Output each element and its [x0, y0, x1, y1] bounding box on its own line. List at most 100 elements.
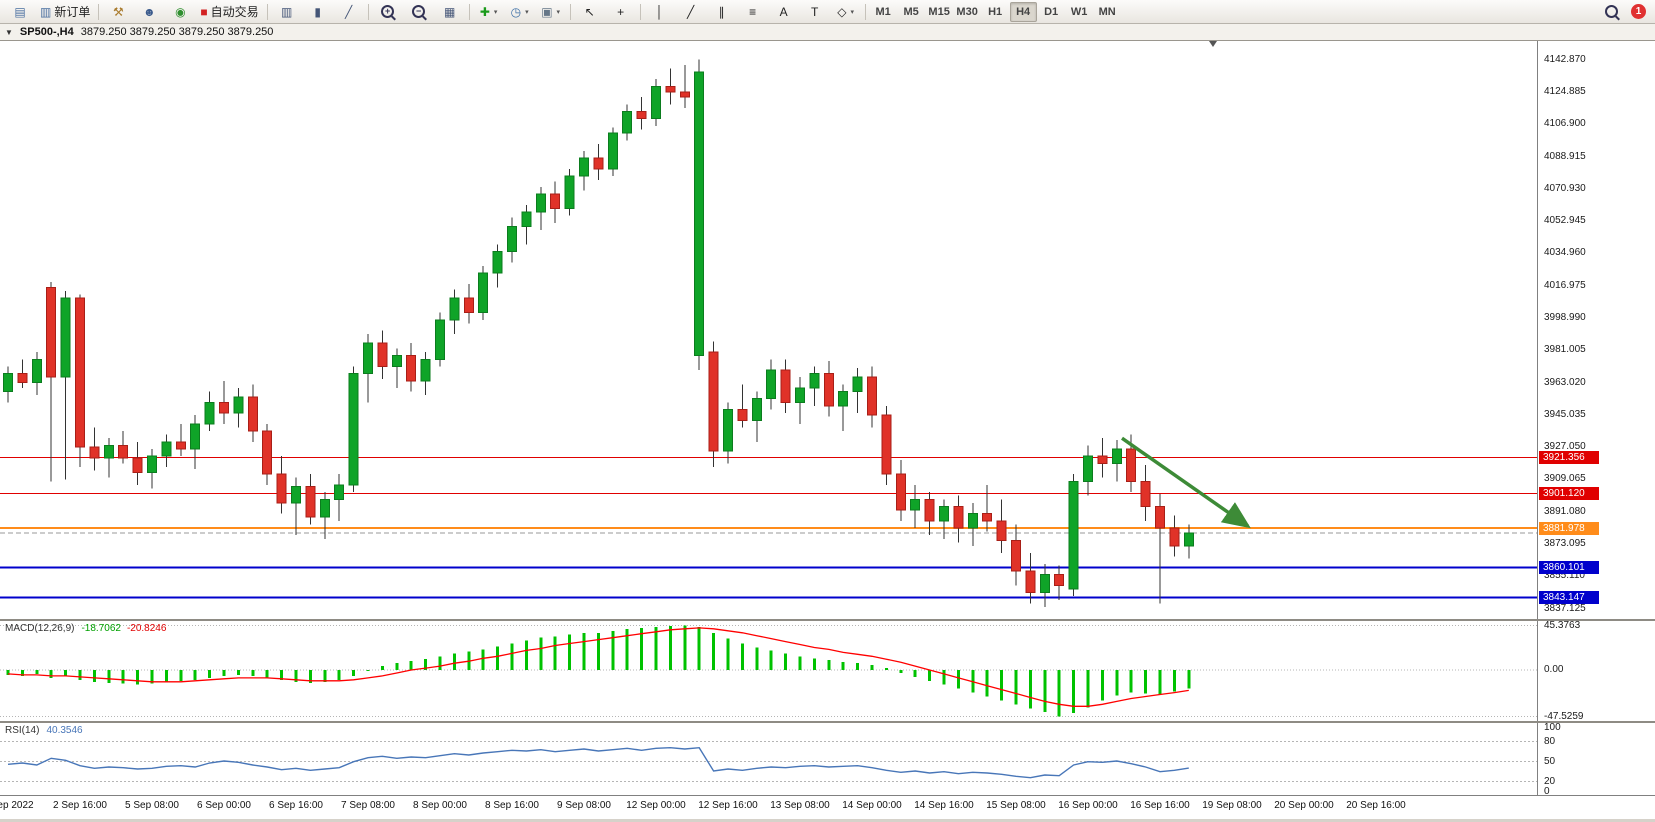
new-chart-icon: ▤: [14, 4, 26, 19]
candle-body: [881, 414, 892, 475]
candle-body: [147, 455, 157, 473]
time-axis-label: 6 Sep 16:00: [269, 800, 323, 811]
toolbar-separator: [266, 3, 268, 20]
macd-histogram-bar: [596, 632, 600, 671]
candle-body: [31, 358, 42, 384]
text-icon[interactable]: A: [769, 1, 799, 23]
rsi-axis[interactable]: 100 80 50 20 0: [1537, 723, 1655, 797]
macd-histogram-bar: [236, 670, 240, 675]
line-chart-icon[interactable]: ╱: [334, 1, 364, 23]
macd-histogram-bar: [956, 670, 960, 689]
zoom-in-icon[interactable]: +: [373, 1, 403, 23]
timeframe-button-H4[interactable]: H4: [1009, 1, 1037, 22]
timeframe-button-M15[interactable]: M15: [928, 5, 950, 18]
templates-icon[interactable]: ▣ ▾: [536, 1, 566, 23]
macd-histogram-bar: [409, 661, 413, 671]
shapes-icon[interactable]: ◇ ▾: [831, 1, 861, 23]
equidistant-channel-icon[interactable]: ∥: [707, 1, 737, 23]
indicators-icon-caret[interactable]: ▾: [493, 8, 498, 16]
candlestick-chart[interactable]: [0, 41, 1537, 619]
candle-body: [708, 351, 719, 452]
fibonacci-icon[interactable]: ≡: [738, 1, 768, 23]
macd-histogram-bar: [78, 670, 82, 680]
timeframe-button-W1[interactable]: W1: [1070, 5, 1088, 18]
candle-body: [420, 358, 431, 382]
time-axis-label: 5 Sep 08:00: [125, 800, 179, 811]
candle-body: [46, 286, 57, 378]
timeframe-button-M1[interactable]: M1: [875, 5, 891, 18]
vertical-line-icon[interactable]: │: [645, 1, 675, 23]
autotrading-button[interactable]: ■ 自动交易: [196, 1, 262, 23]
zoom-out-icon[interactable]: −: [404, 1, 434, 23]
macd-histogram-bar: [265, 670, 269, 678]
price-axis-label: 3873.095: [1544, 537, 1586, 549]
chart-collapse-icon[interactable]: ▼: [5, 27, 13, 37]
toolbar-separator: [98, 3, 100, 20]
rsi-indicator-panel[interactable]: 100 80 50 20 0 RSI(14) 40.3546: [0, 723, 1655, 797]
macd-axis[interactable]: 45.3763 0.00 -47.5259: [1537, 620, 1655, 721]
timeframe-button-H1[interactable]: H1: [988, 5, 1003, 18]
autotrading-button-label: 自动交易: [210, 5, 259, 19]
macd-histogram-bar: [625, 628, 629, 671]
macd-histogram-bar: [740, 643, 744, 671]
candle-body: [89, 446, 100, 459]
candlestick-chart-icon[interactable]: ▮: [303, 1, 333, 23]
chart-shift-marker[interactable]: [1209, 41, 1217, 47]
candle-body: [118, 444, 129, 459]
timeframe-button-M30[interactable]: M30: [956, 5, 978, 18]
macd-histogram-bar: [668, 625, 672, 671]
time-axis-label: 19 Sep 08:00: [1202, 800, 1262, 811]
cursor-icon[interactable]: ↖: [575, 1, 605, 23]
price-chart-panel[interactable]: 4142.870 4124.885 4106.900 4088.915 4070.930…: [0, 41, 1655, 619]
price-level-tag: 3881.978: [1539, 521, 1599, 535]
macd-histogram-bar: [1000, 670, 1004, 701]
timeframe-button-MN[interactable]: MN: [1098, 5, 1116, 18]
panel-separator[interactable]: [0, 721, 1655, 723]
time-axis[interactable]: 2 Sep 2022 2 Sep 16:00 5 Sep 08:00 6 Sep 00…: [0, 795, 1655, 819]
candle-body: [1039, 574, 1050, 594]
templates-icon-caret[interactable]: ▾: [556, 8, 561, 16]
new-order-icon: ▥: [40, 4, 52, 19]
macd-main-value: -18.7062: [81, 623, 121, 634]
signals-icon[interactable]: ◉: [165, 1, 195, 23]
toolbar-separator: [639, 3, 641, 20]
crosshair-icon: +: [617, 4, 625, 19]
zoom-out-icon: −: [412, 5, 426, 18]
bar-chart-icon[interactable]: ▥: [272, 1, 302, 23]
macd-histogram-bar: [496, 646, 500, 671]
notification-badge[interactable]: 1: [1631, 4, 1646, 19]
toolbar-separator: [367, 3, 369, 20]
indicators-icon[interactable]: ✚ ▾: [474, 1, 504, 23]
panel-separator[interactable]: [0, 619, 1655, 621]
trendline-icon[interactable]: ╱: [676, 1, 706, 23]
trend-arrow-annotation[interactable]: [1120, 436, 1251, 529]
timeframe-button-M5[interactable]: M5: [903, 5, 919, 18]
macd-histogram-bar: [899, 670, 903, 673]
periods-icon-caret[interactable]: ▾: [525, 8, 529, 16]
new-chart-icon[interactable]: ▤: [5, 1, 35, 23]
price-axis[interactable]: 4142.870 4124.885 4106.900 4088.915 4070.930…: [1537, 41, 1655, 619]
tile-windows-icon[interactable]: ▦: [435, 1, 465, 23]
market-profile-icon[interactable]: ☻: [134, 1, 164, 23]
periods-icon[interactable]: ◷ ▾: [505, 1, 535, 23]
candle-body: [564, 175, 575, 209]
label-icon[interactable]: T: [800, 1, 830, 23]
candle-body: [204, 401, 215, 425]
crosshair-icon[interactable]: +: [606, 1, 636, 23]
macd-histogram-bar: [568, 634, 572, 671]
macd-indicator-panel[interactable]: 45.3763 0.00 -47.5259 MACD(12,26,9) -18.706…: [0, 620, 1655, 721]
macd-histogram-bar: [395, 663, 399, 671]
macd-histogram-bar: [654, 626, 658, 671]
search-icon[interactable]: [1596, 1, 1626, 23]
new-order-button[interactable]: ▥ 新订单: [36, 1, 94, 23]
shapes-icon-caret[interactable]: ▾: [850, 8, 854, 16]
timeframe-button-D1[interactable]: D1: [1044, 5, 1059, 18]
price-axis-label: 4124.885: [1544, 86, 1586, 97]
price-axis-label: 4016.975: [1544, 279, 1586, 291]
candle-body: [593, 157, 604, 170]
tools-icon[interactable]: ⚒: [103, 1, 133, 23]
price-axis-label: 3837.125: [1544, 602, 1586, 614]
candle-body: [363, 342, 373, 375]
zoom-in-icon: +: [381, 5, 395, 18]
candle-body: [377, 342, 388, 367]
